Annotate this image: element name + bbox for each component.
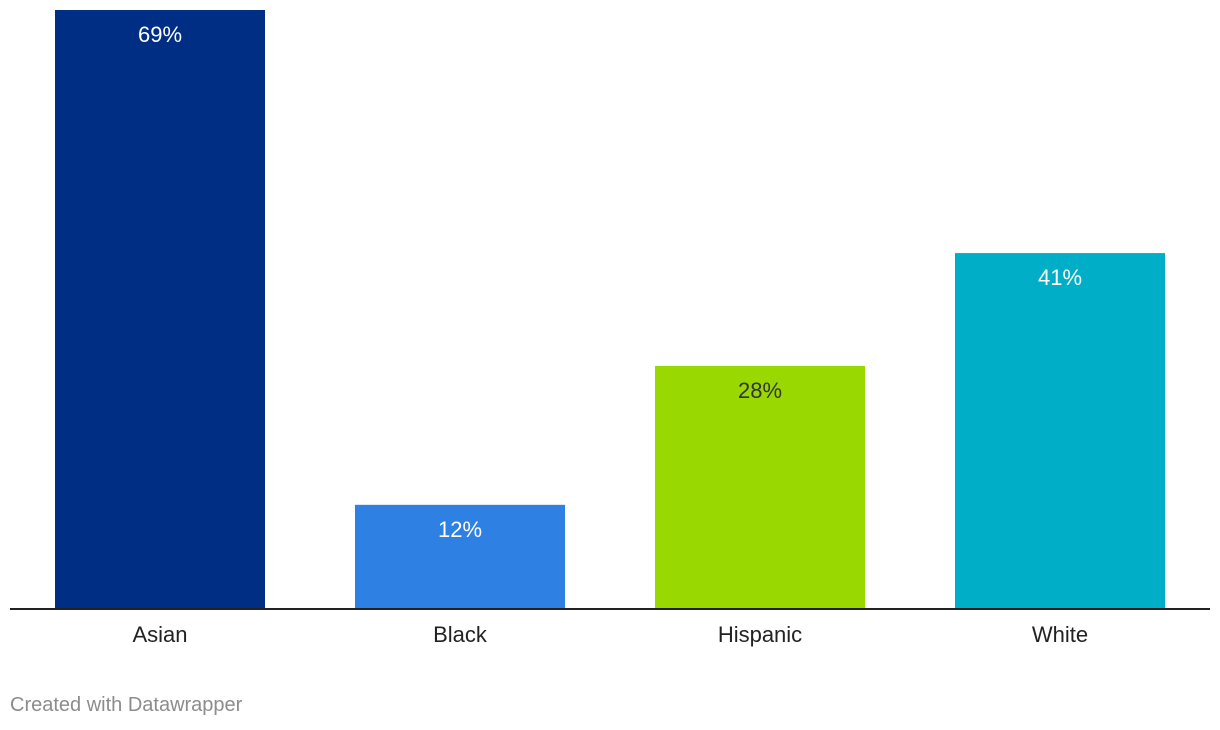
value-label-asian: 69%: [138, 22, 182, 47]
value-labels-group: 69% 12% 28% 41%: [138, 22, 1082, 542]
value-label-white: 41%: [1038, 265, 1082, 290]
value-label-black: 12%: [438, 517, 482, 542]
bar-white: [955, 253, 1165, 610]
bars-group: [55, 10, 1165, 610]
category-labels-group: Asian Black Hispanic White: [132, 622, 1088, 647]
credit-text: Created with Datawrapper: [10, 694, 243, 716]
bar-hispanic: [655, 365, 865, 609]
bar-asian: [55, 10, 265, 609]
category-label-hispanic: Hispanic: [718, 622, 802, 647]
category-label-black: Black: [433, 622, 488, 647]
value-label-hispanic: 28%: [738, 378, 782, 403]
bar-black: [355, 504, 565, 609]
category-label-white: White: [1032, 622, 1088, 647]
category-label-asian: Asian: [132, 622, 187, 647]
